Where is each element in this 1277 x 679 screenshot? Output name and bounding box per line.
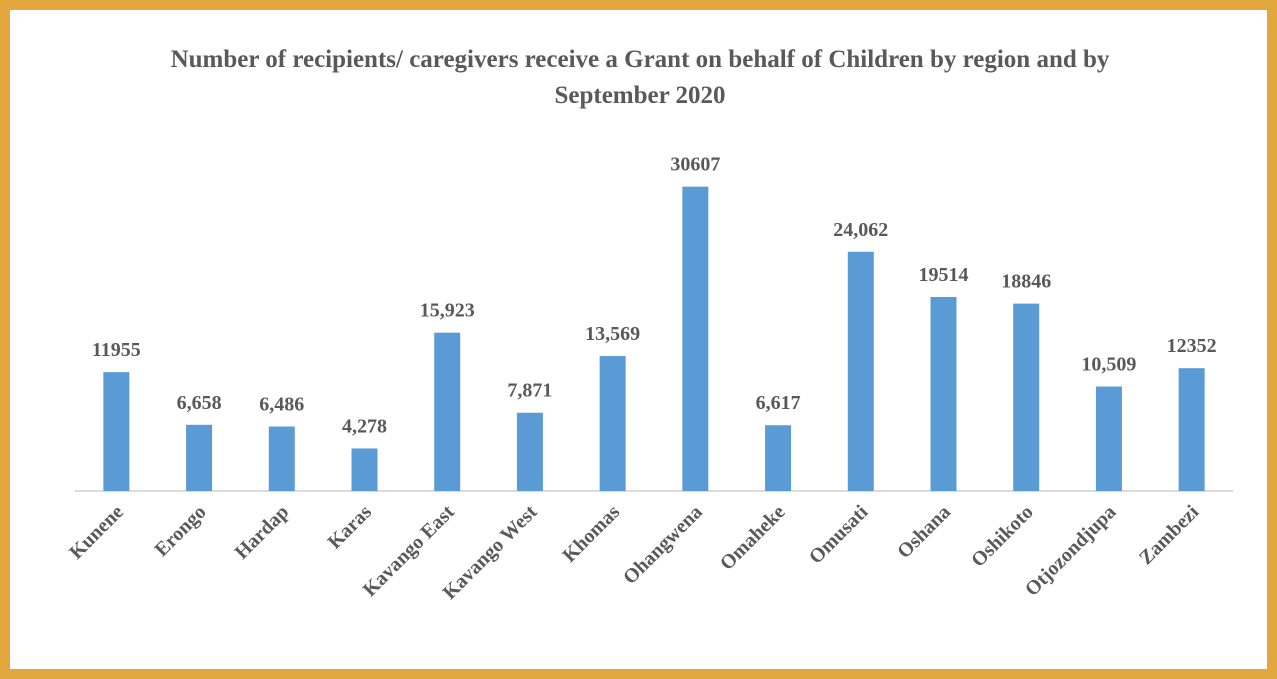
value-label: 30607	[670, 154, 720, 176]
value-label: 6,486	[259, 394, 304, 416]
bar	[103, 372, 130, 491]
chart-title: Number of recipients/ caregivers receive…	[170, 46, 1110, 109]
value-label: 6,617	[756, 392, 801, 414]
value-label: 15,923	[420, 300, 475, 322]
bar	[599, 356, 626, 491]
x-tick-label: Erongo	[151, 501, 211, 561]
x-tick-label: Omaheke	[716, 501, 790, 575]
bar	[1178, 368, 1205, 491]
bar	[186, 424, 213, 491]
value-label: 24,062	[833, 219, 888, 241]
bar	[268, 426, 295, 491]
value-label: 6,658	[177, 392, 222, 414]
value-label: 12352	[1167, 335, 1217, 357]
value-label: 13,569	[585, 323, 640, 345]
value-label: 19514	[919, 264, 969, 286]
bar	[682, 186, 709, 492]
x-tick-label: Zambezi	[1135, 501, 1204, 570]
x-tick-label: Kunene	[65, 501, 128, 564]
bar	[847, 251, 874, 491]
x-tick-label: Omusati	[805, 501, 873, 569]
bar	[765, 425, 792, 491]
value-label: 4,278	[342, 415, 387, 437]
value-label: 11955	[92, 339, 141, 361]
bar	[434, 332, 461, 491]
bar	[930, 296, 957, 491]
value-label: 7,871	[507, 380, 552, 402]
bar	[1095, 386, 1122, 491]
x-tick-label: Karas	[324, 501, 377, 554]
value-label: 18846	[1001, 271, 1051, 293]
x-tick-label: Hardap	[231, 501, 294, 564]
value-label: 10,509	[1081, 354, 1136, 376]
x-tick-label: Khomas	[558, 501, 624, 567]
x-tick-label: Oshana	[893, 501, 955, 563]
x-tick-label: Ohangwena	[619, 501, 707, 589]
bar	[351, 448, 378, 491]
bar	[516, 412, 543, 491]
bar	[1013, 303, 1040, 491]
x-tick-label: Oshikoto	[967, 501, 1038, 572]
